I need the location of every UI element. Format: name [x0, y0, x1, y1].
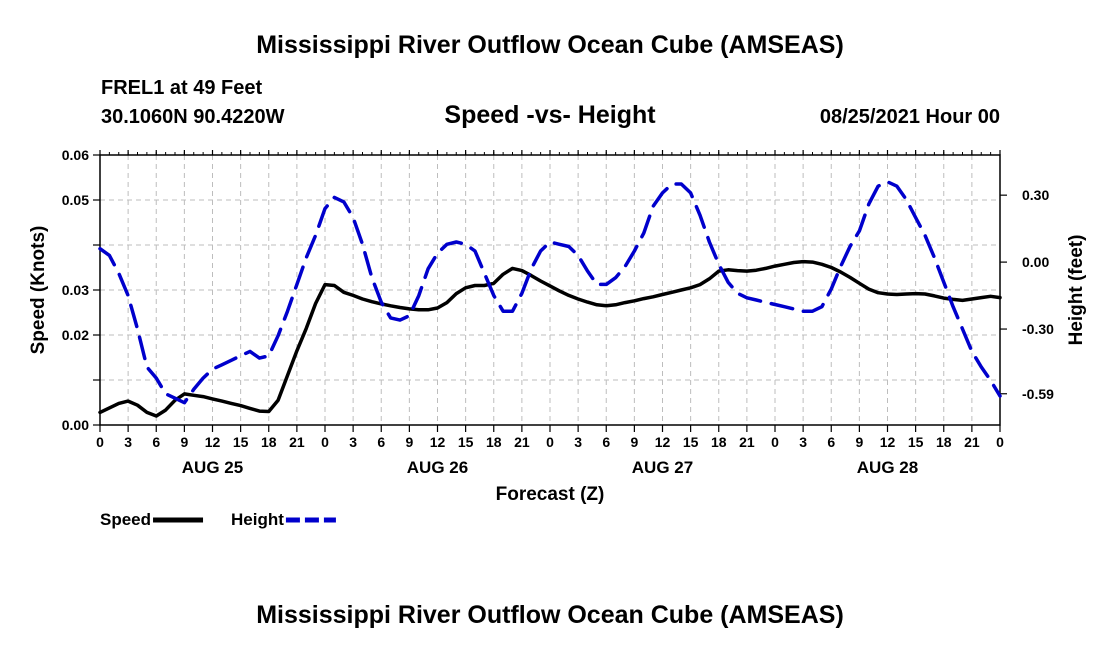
day-label: AUG 26 — [407, 458, 468, 477]
y-right-tick-label: 0.30 — [1022, 187, 1049, 203]
x-tick-label: 15 — [233, 434, 249, 450]
x-tick-label: 9 — [405, 434, 413, 450]
y-left-tick-label: 0.05 — [62, 192, 89, 208]
x-tick-label: 15 — [908, 434, 924, 450]
x-tick-label: 9 — [630, 434, 638, 450]
x-tick-label: 6 — [602, 434, 610, 450]
x-tick-label: 9 — [855, 434, 863, 450]
y-axis-left-title: Speed (Knots) — [28, 226, 49, 355]
station-label: FREL1 at 49 Feet — [101, 77, 263, 99]
day-label: AUG 25 — [182, 458, 243, 477]
x-axis-title: Forecast (Z) — [496, 484, 605, 505]
y-axis-right-title: Height (feet) — [1066, 235, 1087, 346]
x-tick-label: 0 — [546, 434, 554, 450]
y-left-tick-label: 0.06 — [62, 147, 89, 163]
x-tick-label: 18 — [711, 434, 727, 450]
x-tick-label: 3 — [799, 434, 807, 450]
x-tick-label: 18 — [261, 434, 277, 450]
speed-series-line — [98, 259, 1002, 418]
station-coordinates: 30.1060N 90.4220W — [101, 106, 285, 128]
x-tick-label: 12 — [880, 434, 896, 450]
x-tick-label: 3 — [349, 434, 357, 450]
footer-title: Mississippi River Outflow Ocean Cube (AM… — [256, 601, 844, 629]
x-tick-label: 0 — [321, 434, 329, 450]
legend-label: Height — [231, 510, 284, 529]
y-right-tick-label: -0.59 — [1022, 386, 1054, 402]
x-tick-label: 6 — [152, 434, 160, 450]
x-tick-label: 6 — [827, 434, 835, 450]
y-right-tick-label: 0.00 — [1022, 254, 1049, 270]
x-tick-label: 21 — [964, 434, 980, 450]
x-tick-label: 12 — [430, 434, 446, 450]
x-tick-label: 9 — [180, 434, 188, 450]
x-tick-label: 18 — [936, 434, 952, 450]
chart-subtitle: Speed -vs- Height — [444, 101, 656, 129]
x-tick-label: 12 — [655, 434, 671, 450]
x-tick-label: 3 — [574, 434, 582, 450]
x-tick-label: 21 — [739, 434, 755, 450]
x-tick-label: 12 — [205, 434, 221, 450]
day-label: AUG 28 — [857, 458, 918, 477]
x-tick-label: 21 — [289, 434, 305, 450]
x-tick-label: 0 — [996, 434, 1004, 450]
x-tick-label: 15 — [683, 434, 699, 450]
x-tick-label: 3 — [124, 434, 132, 450]
forecast-datetime: 08/25/2021 Hour 00 — [819, 106, 1000, 128]
x-tick-label: 15 — [458, 434, 474, 450]
x-tick-label: 6 — [377, 434, 385, 450]
height-series-line — [98, 180, 1002, 405]
y-right-tick-label: -0.30 — [1022, 321, 1054, 337]
y-left-tick-label: 0.03 — [62, 282, 89, 298]
legend-label: Speed — [100, 510, 151, 529]
x-tick-label: 18 — [486, 434, 502, 450]
y-left-tick-label: 0.02 — [62, 327, 89, 343]
x-tick-label: 0 — [771, 434, 779, 450]
y-left-tick-label: 0.00 — [62, 417, 89, 433]
x-tick-label: 21 — [514, 434, 530, 450]
day-label: AUG 27 — [632, 458, 693, 477]
page-title: Mississippi River Outflow Ocean Cube (AM… — [256, 31, 844, 59]
x-tick-label: 0 — [96, 434, 104, 450]
